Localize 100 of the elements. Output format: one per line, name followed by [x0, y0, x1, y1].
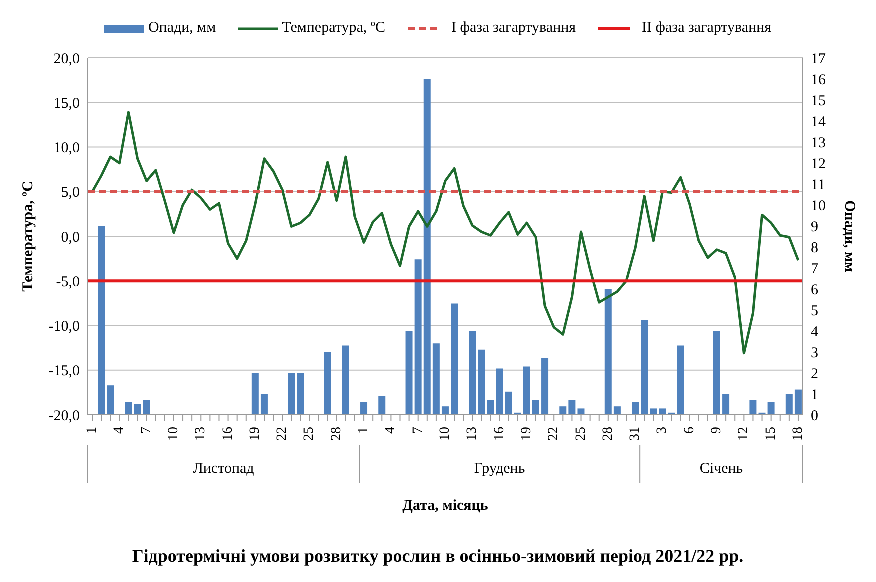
bar: [614, 406, 621, 415]
x-tick-label: 16: [492, 427, 508, 441]
bar: [487, 400, 494, 415]
y-tick-label: 15,0: [54, 96, 80, 112]
y2-tick-label: 7: [811, 261, 819, 278]
bar: [786, 394, 793, 415]
bar: [414, 260, 422, 415]
x-tick-label: 4: [112, 427, 128, 434]
x-tick-label: 22: [546, 427, 562, 441]
x-tick-label: 25: [302, 427, 318, 441]
y2-tick-label: 10: [811, 198, 826, 214]
y-tick-label: 5,0: [61, 185, 80, 202]
bar: [542, 358, 549, 415]
bar: [125, 402, 132, 415]
bar: [442, 406, 449, 415]
y2-axis-title: Опади, мм: [842, 200, 858, 272]
legend-label: I фаза загартування: [452, 20, 576, 37]
x-tick-label: 7: [139, 427, 154, 434]
bar: [432, 344, 440, 415]
bar: [451, 304, 458, 415]
bar: [98, 226, 106, 415]
text: Грудень: [474, 461, 526, 477]
y2-tick-label: 12: [811, 156, 826, 172]
bar: [650, 408, 658, 415]
legend-label: Опади, мм: [148, 20, 216, 37]
x-tick-label: 10: [438, 427, 453, 441]
legend-label: II фаза загартування: [642, 20, 772, 37]
bar: [578, 408, 585, 415]
x-tick-label: 31: [628, 427, 644, 441]
y-tick-label: 20,0: [54, 51, 80, 68]
y2-tick-label: 16: [811, 72, 826, 88]
bar: [252, 373, 259, 415]
y-tick-label: 10,0: [54, 140, 80, 157]
y2-tick-label: 1: [811, 387, 818, 404]
y2-tick-label: 0: [811, 408, 818, 424]
y-tick-label: -5,0: [56, 274, 80, 290]
text: Січень: [700, 461, 744, 477]
y2-tick-label: 4: [811, 324, 819, 340]
x-tick-label: 7: [410, 427, 426, 434]
x-tick-label: 13: [194, 427, 209, 441]
x-tick-label: 28: [329, 427, 344, 441]
bar: [424, 79, 431, 415]
bar: [713, 331, 720, 415]
legend-label: Температура, ºС: [282, 20, 386, 37]
bar: [469, 331, 476, 415]
y2-tick-label: 6: [811, 282, 819, 298]
bar: [324, 352, 332, 415]
line-series: [91, 111, 800, 355]
bar: [768, 402, 775, 415]
bar: [260, 394, 268, 415]
y2-tick-label: 2: [811, 366, 818, 382]
bar: [722, 394, 730, 415]
text: Гідротермічні умови розвитку рослин в осінньо-зимовий період 2021/22 рр.: [131, 546, 745, 567]
bar: [478, 350, 486, 415]
bar: [632, 402, 640, 415]
bar: [360, 402, 368, 415]
y2-tick-label: 17: [811, 51, 826, 68]
x-tick-label: 15: [764, 427, 779, 441]
x-tick-label: 4: [384, 427, 399, 434]
bar: [496, 368, 504, 415]
x-tick-label: 25: [574, 427, 589, 441]
bar: [107, 386, 114, 415]
bar: [677, 346, 684, 415]
bar: [568, 400, 576, 415]
y2-tick-label: 5: [811, 303, 818, 320]
x-tick-label: 13: [465, 427, 480, 441]
bar: [641, 320, 648, 415]
y2-tick-label: 9: [811, 219, 818, 236]
bar: [505, 392, 512, 415]
bar: [342, 346, 350, 415]
y-tick-label: 0,0: [61, 230, 80, 246]
bar: [523, 366, 530, 415]
y2-tick-label: 14: [811, 114, 826, 130]
bar: [378, 396, 386, 415]
x-tick-label: 19: [519, 427, 534, 441]
x-tick-label: 1: [85, 427, 100, 434]
y-tick-label: -20,0: [48, 408, 80, 424]
y-axis-title: Температура, ºС: [20, 181, 36, 292]
x-tick-label: 18: [790, 427, 806, 441]
text: Листопад: [193, 461, 255, 477]
bar: [560, 406, 567, 415]
y2-tick-label: 13: [811, 135, 826, 152]
y-tick-label: -15,0: [48, 364, 80, 380]
bar: [297, 373, 304, 415]
x-tick-label: 19: [248, 427, 263, 441]
y2-tick-label: 8: [811, 240, 818, 256]
bar: [750, 400, 757, 415]
bar: [406, 331, 413, 415]
x-tick-label: 16: [220, 427, 236, 441]
bar: [659, 408, 666, 415]
bar: [532, 400, 540, 415]
x-tick-label: 6: [682, 427, 698, 434]
x-tick-label: 22: [275, 427, 290, 441]
bar: [604, 289, 612, 415]
x-tick-label: 12: [736, 427, 752, 441]
bar: [794, 390, 802, 415]
y-tick-label: -10,0: [48, 319, 80, 336]
x-tick-label: 9: [710, 427, 725, 434]
y2-tick-label: 15: [811, 93, 826, 110]
y2-tick-label: 3: [811, 345, 818, 362]
